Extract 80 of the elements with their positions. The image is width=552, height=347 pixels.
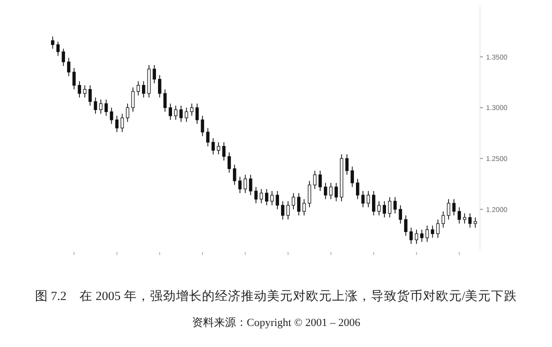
candlestick [190,103,194,116]
candlestick [248,174,252,196]
candlestick [458,206,461,224]
candlestick [446,198,450,220]
candlestick [350,166,354,188]
candlestick [72,68,76,90]
candlestick [216,142,220,155]
candlestick [366,190,370,208]
candlestick [313,170,316,190]
candlestick [99,99,102,114]
candlestick [468,213,472,228]
candlestick [67,57,70,77]
candlestick [442,210,445,228]
candlestick [356,178,360,200]
candlestick [174,105,178,120]
candlestick [136,80,140,96]
candlestick [200,115,204,137]
candlestick [83,84,86,98]
candlestick [195,103,199,124]
text: 图 7.2 在 2005 年，强劲增长的经济推动美元对欧元上涨，导致货币对欧元/美元下跌 [34,288,518,303]
candlestick [51,36,54,50]
candlestick [286,200,290,220]
candlestick [398,204,402,224]
candlestick [88,84,92,106]
candlestick [228,152,231,174]
candlestick [404,215,408,236]
candlestick [206,128,210,147]
candlestick [260,188,263,204]
candlestick [254,186,258,204]
candlestick [212,138,215,155]
candlestick [302,198,306,216]
candlestick [462,213,466,224]
candlestick [324,182,328,200]
candlestick [131,86,135,112]
candlestick [270,190,274,206]
candlestick [244,174,247,194]
candlestick [104,99,108,116]
candlestick [78,80,82,98]
candlestick [308,180,312,208]
candlestick [318,170,322,192]
candlestick [94,97,98,114]
candlestick [452,198,456,216]
candlestick [126,103,130,122]
candlestick [361,190,365,208]
candlestick [265,188,268,206]
candlestick [179,105,183,122]
candlestick [163,88,167,112]
candlestick [56,41,60,56]
candlestick [142,80,146,98]
candlestick [120,113,124,132]
candlestick [115,115,119,132]
candlestick [377,200,381,216]
candlestick [409,227,413,244]
text: 资料来源：Copyright © 2001 – 2006 [192,316,361,329]
candlestick [345,154,349,176]
candlestick [414,229,418,244]
candlestick [222,142,226,161]
candlestick [382,200,386,218]
candlestick [158,74,162,98]
candlestick [110,107,114,124]
candlestick [426,225,429,242]
candlestick [388,196,392,218]
candlestick [329,182,333,200]
candlestick [152,64,156,84]
candlestick [292,192,296,210]
candlestick [281,200,284,220]
candlestick [297,192,300,216]
candlestick [474,217,477,228]
candlestick [62,48,66,66]
candlestick [238,176,242,194]
candlestick [420,229,424,242]
candlestick [184,107,188,122]
candlestick [276,190,280,210]
candlestick [372,190,376,216]
candlestick [436,219,440,238]
candlestick [334,182,338,202]
candlestick [232,164,236,186]
candlestick [430,225,434,238]
candlestick [393,196,397,214]
candlestick [168,103,172,120]
